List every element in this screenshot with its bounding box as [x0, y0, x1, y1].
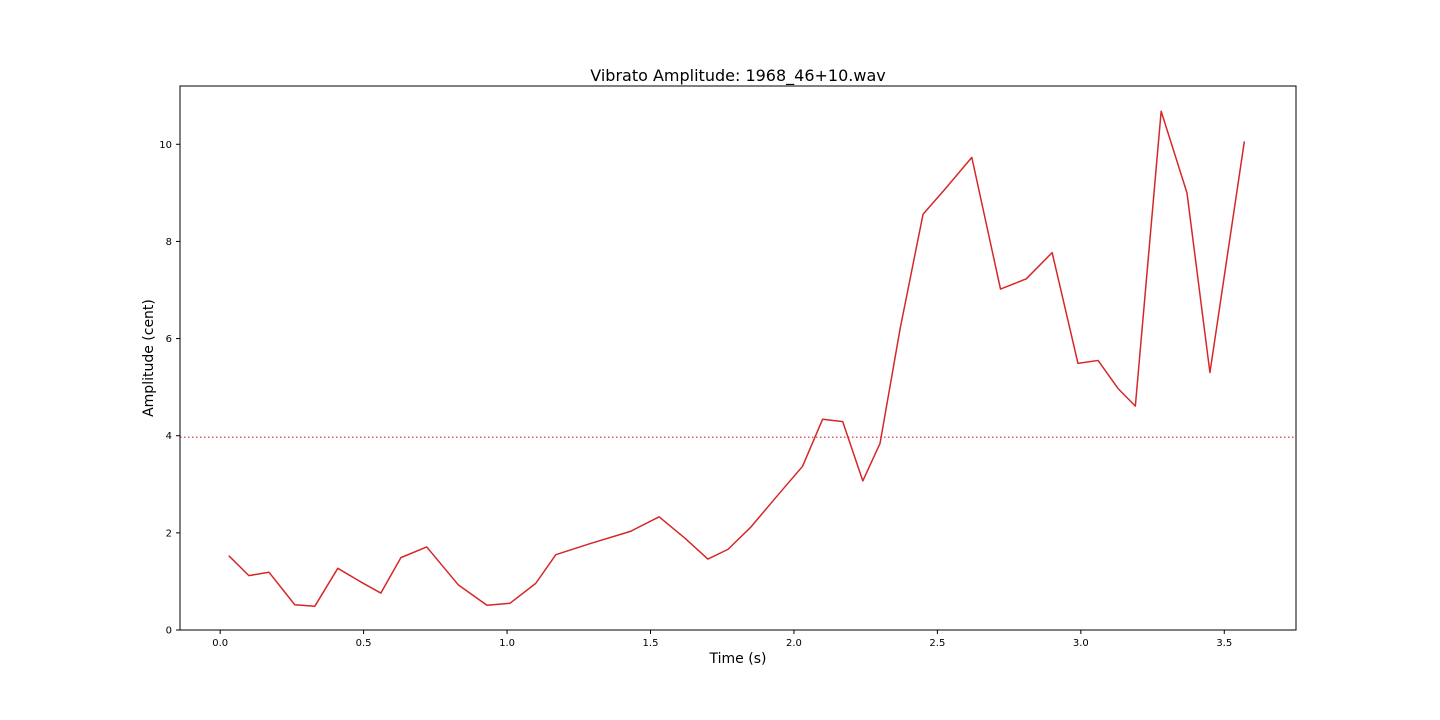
plot-area: 0.0 0.5 1.0 1.5 2.0 2.5 3.0 3.5 0 2 4 6 8 10 [159, 85, 1297, 649]
y-axis-label: Amplitude (cent) [141, 299, 157, 417]
series-line-0 [228, 110, 1246, 607]
chart-title: Vibrato Amplitude: 1968_46+10.wav [590, 66, 885, 86]
plot-frame [179, 85, 1297, 631]
y-tick-label: 10 [159, 140, 172, 151]
y-tick-label: 8 [166, 237, 172, 248]
x-tick-label: 2.5 [929, 638, 945, 649]
y-tick-label: 0 [166, 626, 172, 637]
x-tick-label: 1.5 [643, 638, 659, 649]
x-tick-label: 0.0 [212, 638, 228, 649]
y-tick-label: 6 [166, 334, 172, 345]
x-tick-label: 3.5 [1216, 638, 1232, 649]
x-tick-label: 1.0 [499, 638, 515, 649]
x-tick-label: 3.0 [1073, 638, 1089, 649]
x-tick-label: 2.0 [786, 638, 802, 649]
y-tick-label: 4 [166, 431, 172, 442]
x-tick-label: 0.5 [356, 638, 372, 649]
x-axis-label: Time (s) [709, 651, 767, 667]
y-tick-label: 2 [166, 528, 172, 539]
